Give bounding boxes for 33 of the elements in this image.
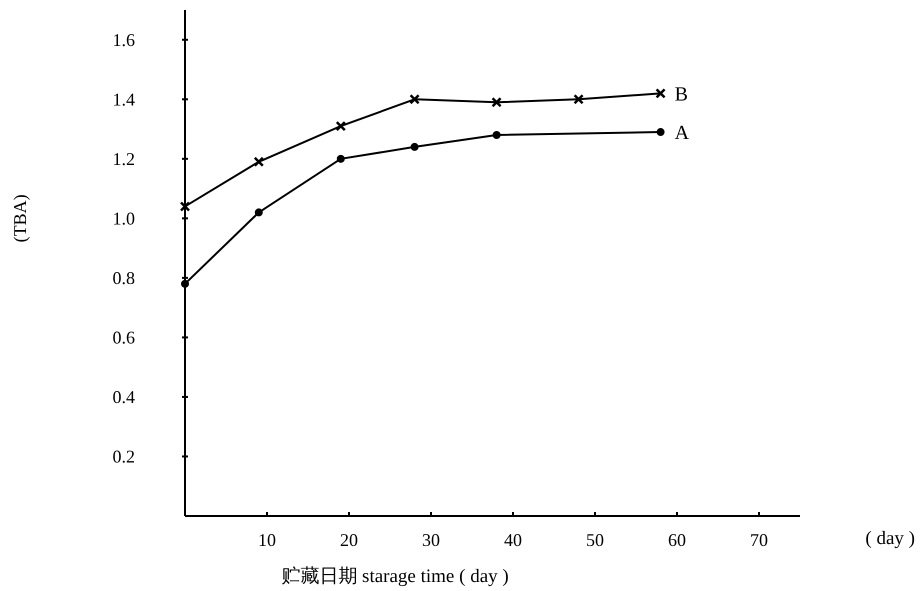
y-tick-label: 1.4	[112, 89, 135, 110]
x-tick-label: 50	[586, 530, 604, 550]
point	[409, 94, 420, 105]
point	[491, 97, 502, 108]
point	[573, 94, 584, 105]
y-tick-label: 0.6	[112, 327, 135, 348]
y-tick-label: 1.0	[112, 208, 135, 228]
text: ( day )	[865, 528, 915, 549]
x-tick-label: 60	[668, 530, 686, 550]
y-tick-label: 0.2	[112, 446, 135, 466]
point	[656, 128, 665, 136]
x-tick-label: 20	[340, 530, 358, 550]
x-tick-label: 40	[504, 530, 522, 550]
x-tick-label: 70	[750, 530, 768, 550]
point	[336, 154, 345, 163]
y-tick-label: 1.2	[112, 148, 135, 169]
point	[254, 156, 264, 168]
y-axis-title: (TBA)	[10, 194, 30, 242]
x-tick-label: 30	[422, 530, 440, 550]
point	[181, 280, 189, 288]
series-label: B	[674, 83, 688, 106]
point	[336, 120, 346, 132]
y-tick-label: 0.4	[112, 386, 135, 407]
series-label: A	[674, 122, 690, 144]
point	[180, 201, 190, 212]
point	[410, 142, 419, 151]
y-tick-label: 1.6	[112, 30, 135, 50]
y-tick-label: 0.8	[112, 268, 135, 288]
point	[655, 88, 666, 99]
x-axis-title: 贮藏日期 starage time ( day )	[281, 566, 509, 587]
point	[492, 131, 501, 140]
point	[254, 208, 263, 216]
x-tick-label: 10	[258, 530, 276, 550]
